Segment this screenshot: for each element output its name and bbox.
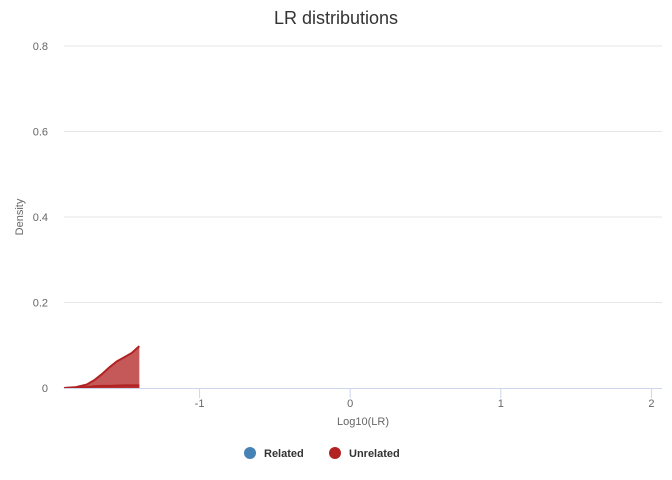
x-tick-label: 2 [648, 398, 654, 410]
y-tick-label: 0.4 [33, 212, 48, 224]
y-tick-label: 0.2 [33, 298, 48, 310]
y-axis-title: Density [14, 198, 26, 235]
legend-label: Unrelated [349, 448, 400, 460]
legend: Related Unrelated [244, 447, 400, 460]
legend-item[interactable]: Unrelated [329, 447, 400, 460]
legend-marker [244, 447, 256, 459]
grid-lines [64, 45, 662, 303]
chart-title: LR distributions [274, 8, 398, 28]
legend-label: Related [264, 448, 304, 460]
y-tick-label: 0.8 [33, 41, 48, 53]
x-axis-title: Log10(LR) [337, 416, 389, 428]
legend-item[interactable]: Related [244, 447, 304, 460]
series-area-1 [64, 346, 140, 388]
x-tick-label: 1 [498, 398, 504, 410]
legend-marker [329, 447, 341, 459]
y-tick-label: 0.6 [33, 127, 48, 139]
series-line-2 [63, 384, 140, 389]
y-tick-label: 0 [42, 383, 48, 395]
x-tick-label: 0 [347, 398, 353, 410]
density-areas [63, 345, 140, 389]
axes: 0 0.2 0.4 0.6 0.8 -1 0 1 2 [33, 41, 662, 410]
x-tick-label: -1 [195, 398, 205, 410]
series-line-1 [63, 345, 140, 389]
